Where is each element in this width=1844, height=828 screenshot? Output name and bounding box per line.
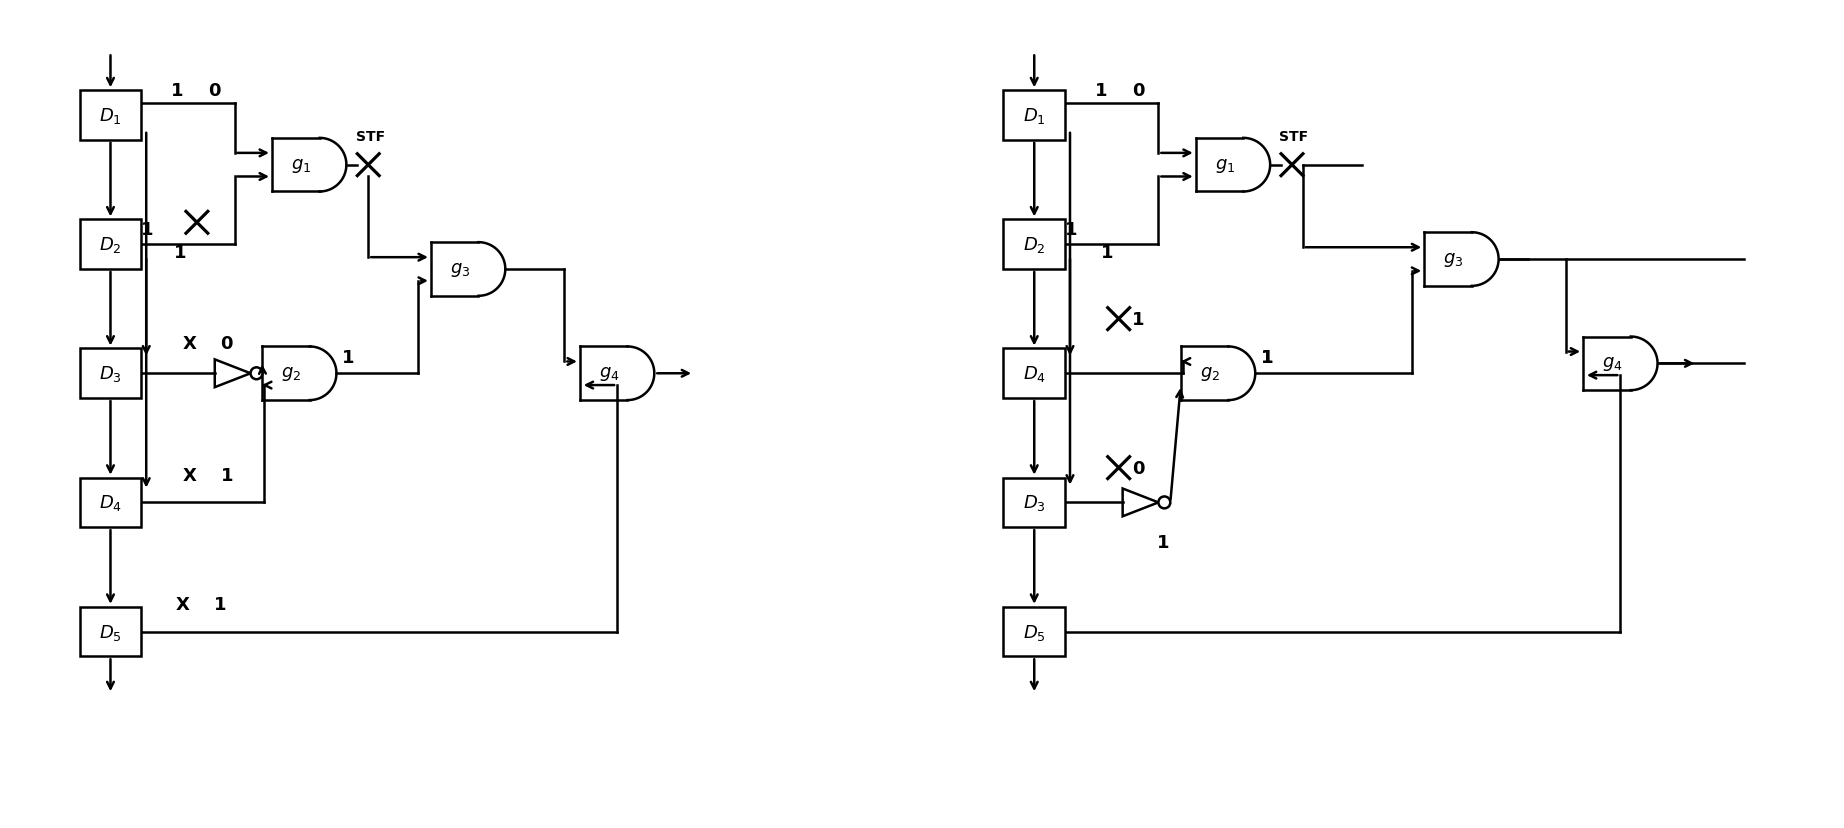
Text: 1: 1	[214, 595, 227, 613]
Text: 0: 0	[221, 335, 232, 353]
Polygon shape	[262, 347, 336, 401]
Text: 0: 0	[208, 82, 221, 100]
Text: 1: 1	[1132, 310, 1145, 328]
Text: $\mathit{D}_{5}$: $\mathit{D}_{5}$	[100, 622, 122, 642]
Bar	[79, 220, 142, 270]
Polygon shape	[271, 139, 347, 192]
Text: $\mathit{g}_{2}$: $\mathit{g}_{2}$	[1200, 365, 1221, 383]
Text: 1: 1	[1158, 533, 1169, 551]
Text: $\mathit{g}_{3}$: $\mathit{g}_{3}$	[1444, 251, 1464, 269]
Polygon shape	[431, 243, 505, 296]
Text: 1: 1	[343, 349, 354, 367]
Bar	[1003, 607, 1066, 657]
Text: $\mathit{g}_{3}$: $\mathit{g}_{3}$	[450, 261, 470, 279]
Text: $\mathit{D}_{5}$: $\mathit{D}_{5}$	[1023, 622, 1046, 642]
Text: $\mathit{D}_{4}$: $\mathit{D}_{4}$	[100, 493, 122, 513]
Text: X: X	[183, 466, 197, 484]
Text: $\mathit{D}_{1}$: $\mathit{D}_{1}$	[1023, 106, 1046, 126]
Text: STF: STF	[356, 130, 385, 143]
Text: $\mathit{D}_{3}$: $\mathit{D}_{3}$	[1023, 493, 1046, 513]
Text: 1: 1	[1261, 349, 1274, 367]
Bar	[79, 607, 142, 657]
Polygon shape	[1180, 347, 1256, 401]
Polygon shape	[1195, 139, 1271, 192]
Circle shape	[1158, 497, 1171, 508]
Text: $\mathit{D}_{3}$: $\mathit{D}_{3}$	[100, 363, 122, 384]
Text: 0: 0	[1132, 459, 1145, 477]
Text: 1: 1	[1064, 221, 1077, 239]
Text: 1: 1	[1101, 243, 1114, 262]
Text: $\mathit{g}_{4}$: $\mathit{g}_{4}$	[599, 365, 620, 383]
Text: STF: STF	[1280, 130, 1309, 143]
Text: X: X	[183, 335, 197, 353]
Text: 1: 1	[173, 243, 186, 262]
Circle shape	[251, 368, 262, 380]
Text: $\mathit{g}_{1}$: $\mathit{g}_{1}$	[291, 156, 312, 175]
Text: 1: 1	[140, 221, 153, 239]
Text: $\mathit{g}_{2}$: $\mathit{g}_{2}$	[280, 365, 301, 383]
Text: 1: 1	[1261, 349, 1274, 367]
Text: 1: 1	[171, 82, 183, 100]
Text: $\mathit{D}_{2}$: $\mathit{D}_{2}$	[100, 235, 122, 255]
Text: 1: 1	[1095, 82, 1106, 100]
Text: 0: 0	[1132, 82, 1145, 100]
Text: X: X	[175, 595, 190, 613]
Text: $\mathit{g}_{4}$: $\mathit{g}_{4}$	[1602, 355, 1623, 373]
Text: $\mathit{D}_{1}$: $\mathit{D}_{1}$	[100, 106, 122, 126]
Polygon shape	[1582, 337, 1658, 391]
Bar	[1003, 220, 1066, 270]
Text: $\mathit{D}_{2}$: $\mathit{D}_{2}$	[1023, 235, 1046, 255]
Bar	[1003, 91, 1066, 141]
Text: $\mathit{g}_{1}$: $\mathit{g}_{1}$	[1215, 156, 1235, 175]
Text: 1: 1	[221, 466, 232, 484]
Bar	[79, 349, 142, 398]
Bar	[1003, 349, 1066, 398]
Bar	[1003, 478, 1066, 527]
Polygon shape	[1424, 233, 1499, 286]
Text: $\mathit{D}_{4}$: $\mathit{D}_{4}$	[1023, 363, 1046, 384]
Bar	[79, 91, 142, 141]
Polygon shape	[579, 347, 655, 401]
Bar	[79, 478, 142, 527]
